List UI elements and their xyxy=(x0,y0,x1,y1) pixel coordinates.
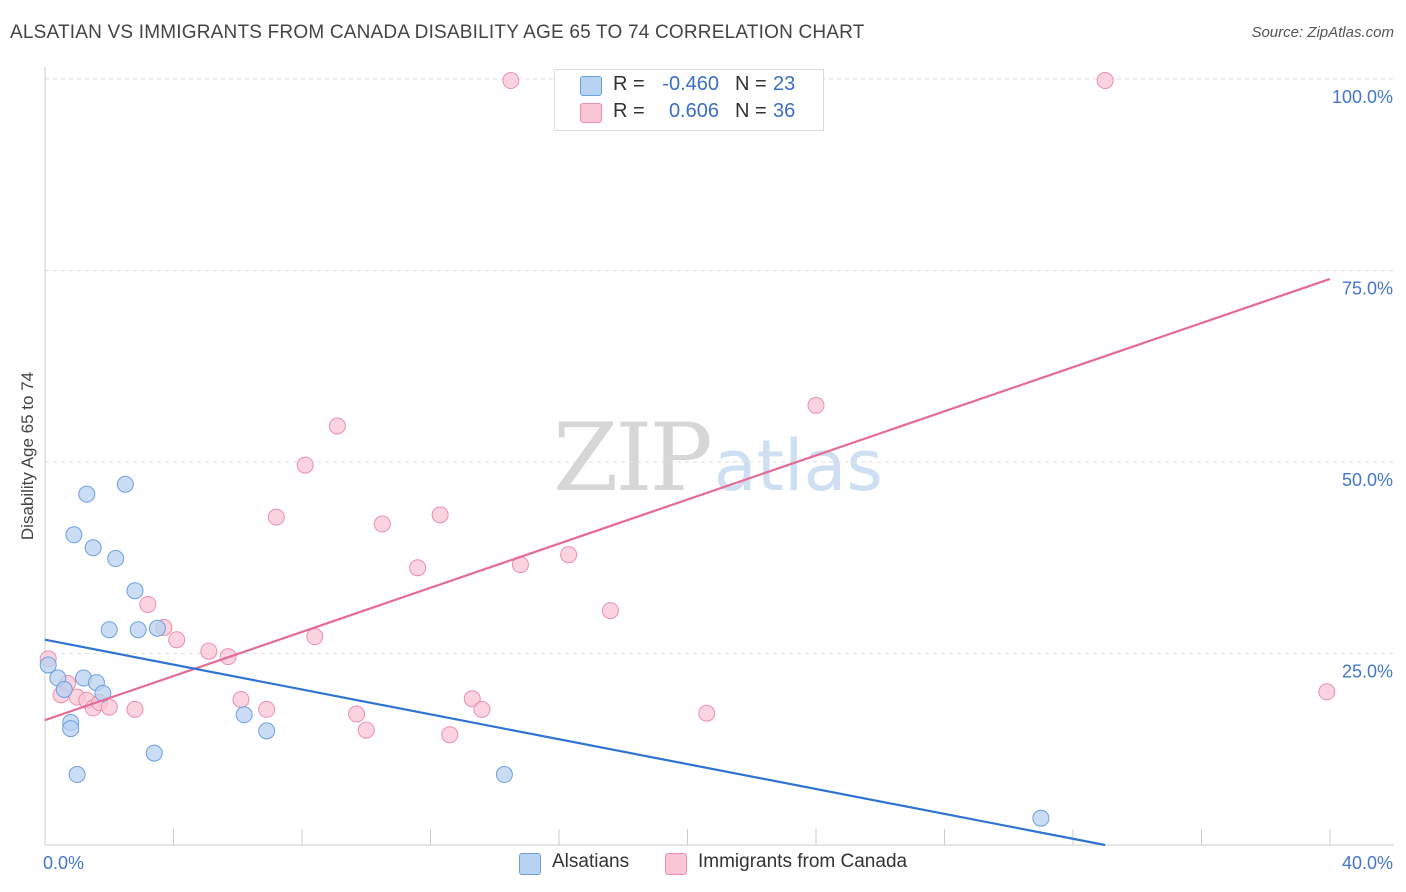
alsatians-point xyxy=(129,621,147,639)
canada-point xyxy=(357,721,375,739)
canada-point xyxy=(463,690,481,708)
canada-point xyxy=(296,456,314,474)
trend-line-alsatians xyxy=(44,638,1106,847)
legend-n-value: 36 xyxy=(773,100,796,122)
canada-point xyxy=(139,595,157,613)
bottom-legend-label-alsatians: Alsatians xyxy=(552,851,630,872)
canada-point xyxy=(200,642,218,660)
bottom-legend-swatch-canada xyxy=(665,853,687,875)
stats-legend: R = -0.460 N = 23 R = 0.606 N = 36 xyxy=(554,69,824,131)
canada-point xyxy=(267,508,285,526)
alsatians-point xyxy=(495,766,513,784)
alsatians-point xyxy=(39,656,57,674)
canada-point xyxy=(126,700,144,718)
alsatians-point xyxy=(107,550,125,568)
legend-r-label: R = xyxy=(613,73,645,95)
canada-point xyxy=(560,546,578,564)
legend-swatch-canada xyxy=(580,103,602,123)
watermark-atlas: atlas xyxy=(713,425,883,507)
series-canada-points xyxy=(39,72,1336,744)
alsatians-point xyxy=(145,744,163,762)
legend-r-value: -0.460 xyxy=(662,73,719,95)
alsatians-point xyxy=(126,582,144,600)
alsatians-point xyxy=(68,766,86,784)
trend-lines xyxy=(44,277,1331,847)
canada-point xyxy=(409,559,427,577)
x-tick-label: 0.0% xyxy=(43,853,84,873)
canada-point xyxy=(1318,683,1336,701)
alsatians-point xyxy=(116,475,134,493)
alsatians-point xyxy=(258,722,276,740)
source-label: Source: ZipAtlas.com xyxy=(1251,24,1394,41)
y-tick-label: 50.0% xyxy=(1342,470,1393,490)
tick-labels: 25.0% 50.0% 75.0% 100.0% 0.0% 40.0% xyxy=(43,87,1393,873)
legend-r-label: R = xyxy=(613,100,645,122)
series-alsatians-points xyxy=(39,475,1050,827)
canada-point xyxy=(431,506,449,524)
legend-n-value: 23 xyxy=(773,73,796,95)
bottom-legend-swatch-alsatians xyxy=(519,853,541,875)
axes xyxy=(44,67,1394,846)
canada-point xyxy=(168,631,186,649)
chart-title: ALSATIAN VS IMMIGRANTS FROM CANADA DISAB… xyxy=(10,22,865,43)
legend-n-label: N = xyxy=(735,73,767,95)
alsatians-point xyxy=(148,619,166,637)
legend-r-value: 0.606 xyxy=(668,100,719,122)
alsatians-point xyxy=(235,706,253,724)
alsatians-point xyxy=(100,621,118,639)
legend-swatch-alsatians xyxy=(580,76,602,96)
canada-point xyxy=(373,515,391,533)
watermark-zip: ZIP xyxy=(553,404,713,513)
canada-point xyxy=(328,417,346,435)
alsatians-point xyxy=(55,681,73,699)
y-axis-label: Disability Age 65 to 74 xyxy=(18,371,37,541)
y-tick-label: 100.0% xyxy=(1332,87,1393,107)
trend-line-canada xyxy=(44,277,1331,722)
alsatians-point xyxy=(84,539,102,557)
alsatians-point xyxy=(1032,809,1050,827)
canada-point xyxy=(807,396,825,414)
canada-point xyxy=(473,700,491,718)
canada-point xyxy=(348,705,366,723)
alsatians-point xyxy=(62,720,80,738)
canada-point xyxy=(258,700,276,718)
canada-point xyxy=(232,690,250,708)
canada-point xyxy=(441,726,459,744)
canada-point xyxy=(502,72,520,90)
canada-point xyxy=(306,628,324,646)
y-tick-label: 25.0% xyxy=(1342,662,1393,682)
alsatians-point xyxy=(78,485,96,503)
gridlines xyxy=(45,78,1394,654)
bottom-legend-label-canada: Immigrants from Canada xyxy=(698,851,908,872)
watermark: ZIPatlas xyxy=(553,404,883,513)
legend-n-label: N = xyxy=(735,100,767,122)
x-tick-label: 40.0% xyxy=(1342,853,1393,873)
alsatians-point xyxy=(65,526,83,544)
y-tick-label: 75.0% xyxy=(1342,279,1393,299)
canada-point xyxy=(698,704,716,722)
canada-point xyxy=(1096,72,1114,90)
canada-point xyxy=(601,602,619,620)
